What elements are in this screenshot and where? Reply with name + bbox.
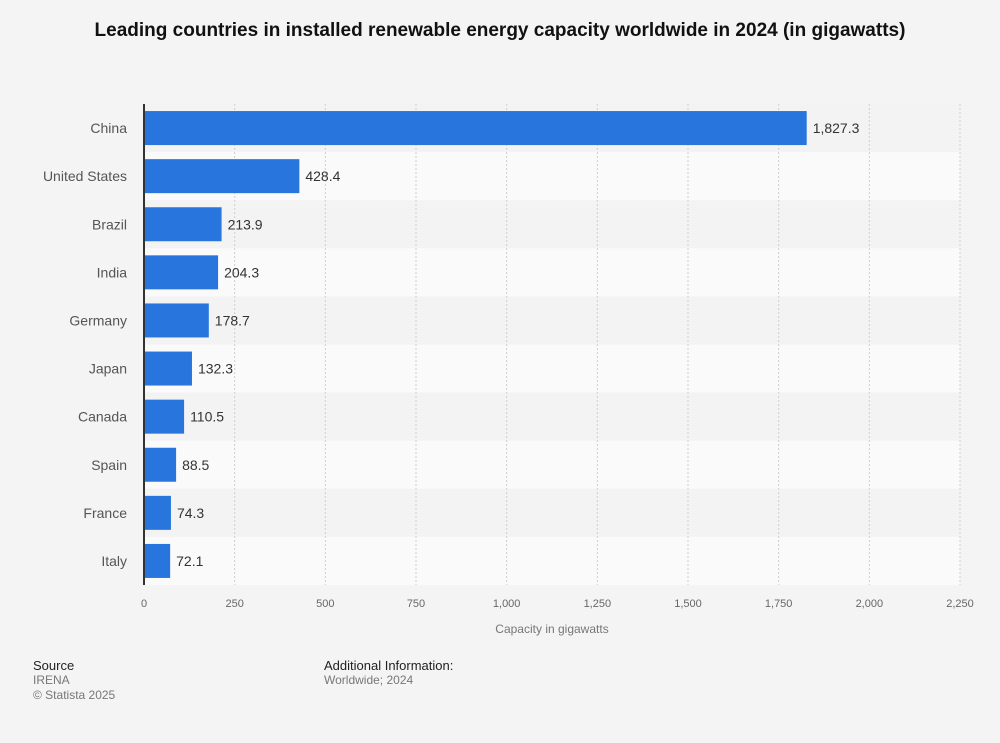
row-band (144, 248, 960, 297)
category-label: Japan (89, 361, 127, 377)
value-label: 178.7 (215, 312, 250, 328)
bar (144, 303, 209, 338)
bars (144, 111, 807, 578)
x-tick-label: 750 (407, 598, 425, 610)
value-label: 213.9 (228, 216, 263, 232)
x-tick-label: 1,750 (765, 598, 793, 610)
row-band (144, 344, 960, 393)
category-labels: China United States Brazil India Germany Japa… (43, 120, 127, 569)
category-label: Canada (78, 409, 127, 425)
row-band (144, 200, 960, 249)
source-link[interactable]: IRENA (33, 673, 70, 687)
bar (144, 495, 171, 530)
x-tick-label: 1,500 (674, 598, 702, 610)
bar (144, 255, 219, 290)
value-label: 204.3 (224, 264, 259, 280)
x-tick-labels: 0 250 500 750 1,000 1,250 1,500 1,750 2,000 2,250 (141, 598, 974, 610)
x-tick-label: 0 (141, 598, 147, 610)
additional-info-block: Additional Information: Worldwide; 2024 (324, 658, 453, 688)
row-band (144, 488, 960, 537)
x-tick-label: 1,000 (493, 598, 521, 610)
value-label: 74.3 (177, 505, 204, 521)
x-tick-label: 2,250 (946, 598, 974, 610)
copyright: © Statista 2025 (33, 688, 116, 702)
value-label: 1,827.3 (813, 120, 860, 136)
row-band (144, 392, 960, 441)
category-label: Spain (91, 457, 127, 473)
bar (144, 399, 185, 434)
value-label: 132.3 (198, 361, 233, 377)
bar (144, 207, 222, 242)
bar (144, 351, 192, 386)
row-band (144, 440, 960, 489)
gridlines (234, 104, 961, 585)
x-tick-label: 250 (225, 598, 243, 610)
value-labels: 1,827.3 428.4 213.9 204.3 178.7 132.3 110.5 88.… (176, 120, 859, 569)
value-label: 110.5 (190, 409, 224, 425)
bar (144, 447, 177, 482)
category-label: India (97, 264, 128, 280)
x-tick-label: 1,250 (584, 598, 612, 610)
value-label: 72.1 (176, 553, 203, 569)
category-label: Italy (101, 553, 127, 569)
bar-chart: China United States Brazil India Germany Japa… (43, 104, 974, 636)
additional-info-text: Worldwide; 2024 (324, 673, 414, 687)
category-label: China (90, 120, 127, 136)
value-label: 428.4 (305, 168, 340, 184)
category-label: France (83, 505, 127, 521)
x-tick-label: 500 (316, 598, 334, 610)
row-band (144, 536, 960, 585)
value-label: 88.5 (182, 457, 209, 473)
category-label: Brazil (92, 216, 127, 232)
x-tick-label: 2,000 (856, 598, 884, 610)
category-label: Germany (69, 312, 127, 328)
additional-info-heading: Additional Information: (324, 658, 454, 673)
bar (144, 159, 300, 194)
bar (144, 543, 171, 578)
category-label: United States (43, 168, 127, 184)
row-band (144, 296, 960, 345)
bar (144, 111, 807, 146)
x-axis-title: Capacity in gigawatts (495, 622, 608, 636)
source-heading: Source (33, 658, 75, 673)
chart-title: Leading countries in installed renewable… (94, 20, 906, 41)
source-block: Source IRENA © Statista 2025 (33, 658, 115, 703)
